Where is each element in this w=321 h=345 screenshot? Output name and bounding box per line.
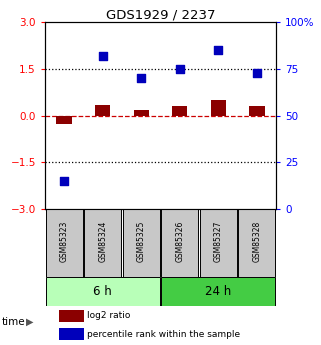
Text: 24 h: 24 h xyxy=(205,285,231,298)
Text: time: time xyxy=(2,317,25,326)
Text: GSM85323: GSM85323 xyxy=(60,221,69,263)
Text: GSM85324: GSM85324 xyxy=(98,221,107,263)
Bar xyxy=(172,107,187,116)
Bar xyxy=(249,107,265,116)
Text: GSM85325: GSM85325 xyxy=(137,221,146,263)
Text: log2 ratio: log2 ratio xyxy=(87,311,130,320)
Point xyxy=(62,178,67,184)
Bar xyxy=(211,100,226,116)
Bar xyxy=(238,209,275,277)
Title: GDS1929 / 2237: GDS1929 / 2237 xyxy=(106,8,215,21)
Bar xyxy=(56,116,72,124)
Text: percentile rank within the sample: percentile rank within the sample xyxy=(87,330,240,339)
Point xyxy=(139,76,144,81)
Bar xyxy=(46,277,160,306)
Bar xyxy=(95,105,110,116)
Point xyxy=(216,48,221,53)
Bar xyxy=(84,209,121,277)
Text: GSM85327: GSM85327 xyxy=(214,221,223,263)
Point xyxy=(254,70,259,76)
Bar xyxy=(59,310,84,322)
Text: ▶: ▶ xyxy=(26,317,34,326)
Bar xyxy=(200,209,237,277)
Point xyxy=(100,53,105,59)
Text: GSM85328: GSM85328 xyxy=(252,221,261,263)
Text: GSM85326: GSM85326 xyxy=(175,221,184,263)
Bar xyxy=(59,328,84,340)
Point xyxy=(177,66,182,72)
Text: 6 h: 6 h xyxy=(93,285,112,298)
Bar xyxy=(46,209,83,277)
Bar xyxy=(123,209,160,277)
Bar xyxy=(134,110,149,116)
Bar xyxy=(161,209,198,277)
Bar xyxy=(161,277,275,306)
